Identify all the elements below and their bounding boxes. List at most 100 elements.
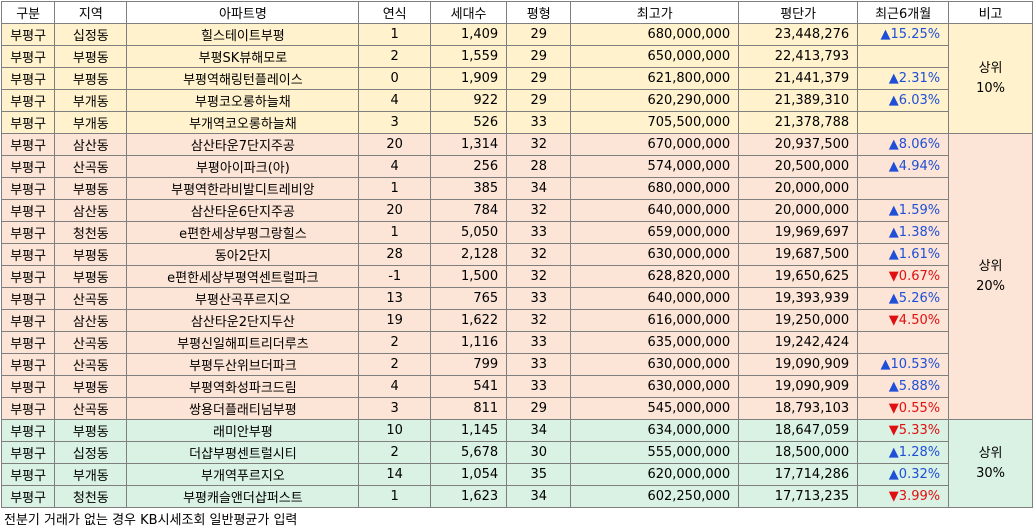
cell-area: 부평동 [54, 419, 128, 442]
cell-area: 부평동 [54, 265, 128, 288]
table-row: 부평구 부평동 e편한세상부평역센트럴파크 -1 1,500 32 628,820,000 1… [0, 265, 1033, 288]
triangle-up-icon: ▲ [888, 137, 899, 152]
cell-price-per-pyeong: 18,500,000 [738, 441, 859, 464]
cell-size: 29 [506, 23, 572, 46]
cell-units: 1,116 [429, 331, 508, 354]
triangle-up-icon: ▲ [888, 247, 899, 262]
triangle-down-icon: ▼ [888, 489, 899, 504]
cell-area: 십정동 [54, 23, 128, 46]
table-row: 부평구 산곡동 부평신일해피트리더루츠 2 1,116 33 635,000,000 19,2… [0, 331, 1033, 354]
cell-price-per-pyeong: 22,413,793 [738, 45, 859, 68]
cell-age: 10 [358, 419, 431, 442]
cell-size: 33 [506, 111, 572, 134]
cell-age: 4 [358, 375, 431, 398]
cell-size: 33 [506, 287, 572, 310]
cell-size: 32 [506, 243, 572, 266]
cell-recent-change: ▼0.67% [857, 265, 950, 288]
cell-note-tier: 상위 20% [948, 133, 1033, 420]
change-value: 5.33% [898, 423, 941, 438]
cell-units: 1,623 [429, 485, 508, 508]
cell-units: 1,054 [429, 463, 508, 486]
cell-max-price: 630,000,000 [570, 243, 740, 266]
cell-units: 1,622 [429, 309, 508, 332]
cell-units: 1,559 [429, 45, 508, 68]
cell-size: 33 [506, 375, 572, 398]
cell-units: 1,909 [429, 67, 508, 90]
cell-age: 4 [358, 155, 431, 178]
cell-area: 삼산동 [54, 309, 128, 332]
cell-size: 34 [506, 419, 572, 442]
cell-area: 산곡동 [54, 331, 128, 354]
cell-max-price: 630,000,000 [570, 375, 740, 398]
cell-price-per-pyeong: 19,687,500 [738, 243, 859, 266]
cell-price-per-pyeong: 20,000,000 [738, 177, 859, 200]
cell-recent-change: ▲2.31% [857, 67, 950, 90]
cell-age: 0 [358, 67, 431, 90]
table-row: 부평구 부평동 부평역한라비발디트레비앙 1 385 34 680,000,000 20,00… [0, 177, 1033, 200]
cell-recent-change [857, 177, 950, 200]
header-size: 평형 [506, 1, 572, 24]
cell-apartment-name: 부평두산위브더파크 [126, 353, 360, 376]
cell-note-tier: 상위 10% [948, 23, 1033, 134]
tier-label: 상위 [978, 258, 1003, 274]
cell-age: 13 [358, 287, 431, 310]
change-value: 0.55% [898, 401, 941, 416]
cell-apartment-name: 부평SK뷰해모로 [126, 45, 360, 68]
table-row: 부평구 삼산동 삼산타운6단지주공 20 784 32 640,000,000 20,000,… [0, 199, 1033, 222]
cell-units: 5,678 [429, 441, 508, 464]
triangle-down-icon: ▼ [888, 401, 899, 416]
cell-max-price: 628,820,000 [570, 265, 740, 288]
cell-size: 29 [506, 397, 572, 420]
cell-area: 십정동 [54, 441, 128, 464]
change-value: 5.88% [898, 379, 941, 394]
cell-recent-change: ▲1.59% [857, 199, 950, 222]
cell-area: 부개동 [54, 463, 128, 486]
triangle-up-icon: ▲ [888, 225, 899, 240]
table-row: 부평구 부평동 부평SK뷰해모로 2 1,559 29 650,000,000 22,413,… [0, 45, 1033, 68]
table-row: 부평구 부개동 부개역푸르지오 14 1,054 35 620,000,000 17,714,… [0, 463, 1033, 486]
triangle-up-icon: ▲ [888, 93, 899, 108]
cell-units: 1,145 [429, 419, 508, 442]
table-row: 부평구 청천동 부평캐슬앤더샵퍼스트 1 1,623 34 602,250,000 17,71… [0, 485, 1033, 508]
cell-recent-change: ▲15.25% [857, 23, 950, 46]
header-price-per-pyeong: 평단가 [738, 1, 859, 24]
cell-apartment-name: 부평역화성파크드림 [126, 375, 360, 398]
cell-price-per-pyeong: 19,250,000 [738, 309, 859, 332]
cell-price-per-pyeong: 18,793,103 [738, 397, 859, 420]
cell-size: 32 [506, 309, 572, 332]
cell-price-per-pyeong: 17,713,235 [738, 485, 859, 508]
cell-units: 1,314 [429, 133, 508, 156]
header-area: 지역 [54, 1, 128, 24]
cell-district: 부평구 [0, 441, 56, 464]
cell-size: 33 [506, 221, 572, 244]
table-body: 부평구 십정동 힐스테이트부평 1 1,409 29 680,000,000 23,448,2… [0, 23, 1033, 508]
header-row: 구분 지역 아파트명 연식 세대수 평형 최고가 평단가 최근6개월 비고 [0, 1, 1033, 24]
cell-area: 삼산동 [54, 133, 128, 156]
cell-units: 1,409 [429, 23, 508, 46]
cell-price-per-pyeong: 20,500,000 [738, 155, 859, 178]
cell-area: 부개동 [54, 89, 128, 112]
change-value: 6.03% [898, 93, 941, 108]
cell-age: 1 [358, 23, 431, 46]
cell-price-per-pyeong: 23,448,276 [738, 23, 859, 46]
cell-district: 부평구 [0, 45, 56, 68]
cell-apartment-name: 부평아이파크(아) [126, 155, 360, 178]
cell-age: 3 [358, 111, 431, 134]
cell-size: 35 [506, 463, 572, 486]
cell-district: 부평구 [0, 265, 56, 288]
cell-size: 28 [506, 155, 572, 178]
cell-district: 부평구 [0, 287, 56, 310]
cell-apartment-name: e편한세상부평역센트럴파크 [126, 265, 360, 288]
cell-area: 부평동 [54, 67, 128, 90]
cell-max-price: 602,250,000 [570, 485, 740, 508]
cell-recent-change: ▲5.26% [857, 287, 950, 310]
cell-price-per-pyeong: 19,242,424 [738, 331, 859, 354]
change-value: 15.25% [890, 27, 941, 42]
triangle-up-icon: ▲ [888, 159, 899, 174]
change-value: 0.67% [898, 269, 941, 284]
cell-age: 2 [358, 441, 431, 464]
cell-units: 2,128 [429, 243, 508, 266]
cell-units: 5,050 [429, 221, 508, 244]
table-row: 부평구 부평동 동아2단지 28 2,128 32 630,000,000 19,687,50… [0, 243, 1033, 266]
header-district: 구분 [0, 1, 56, 24]
